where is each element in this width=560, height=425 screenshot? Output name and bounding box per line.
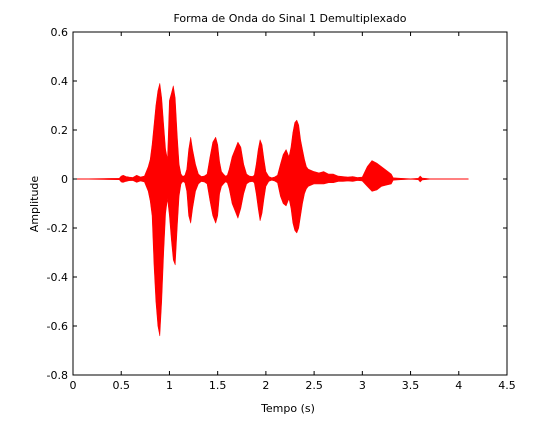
y-tick-label: -0.6 — [47, 320, 68, 333]
y-tick-label: 0.2 — [51, 124, 69, 137]
x-tick-label: 2 — [262, 379, 269, 392]
x-tick-label: 1 — [166, 379, 173, 392]
x-tick-label: 3 — [359, 379, 366, 392]
y-tick-label: 0 — [61, 173, 68, 186]
plot-frame — [72, 31, 508, 376]
y-tick-label: -0.2 — [47, 222, 68, 235]
x-tick-label: 2.5 — [305, 379, 323, 392]
x-tick-label: 0 — [70, 379, 77, 392]
x-tick-label: 0.5 — [112, 379, 130, 392]
x-tick-label: 1.5 — [209, 379, 227, 392]
waveform-envelope — [72, 83, 469, 337]
x-tick-label: 3.5 — [402, 379, 420, 392]
y-axis-label: Amplitude — [28, 176, 41, 233]
x-tick-label: 4 — [455, 379, 462, 392]
y-tick-label: -0.8 — [47, 369, 68, 382]
y-tick-label: 0.6 — [51, 26, 69, 39]
y-tick-label: -0.4 — [47, 271, 68, 284]
y-tick-label: 0.4 — [51, 75, 69, 88]
x-tick-label: 4.5 — [498, 379, 516, 392]
chart-title: Forma de Onda do Sinal 1 Demultiplexado — [174, 12, 407, 25]
x-axis-label: Tempo (s) — [260, 402, 315, 415]
